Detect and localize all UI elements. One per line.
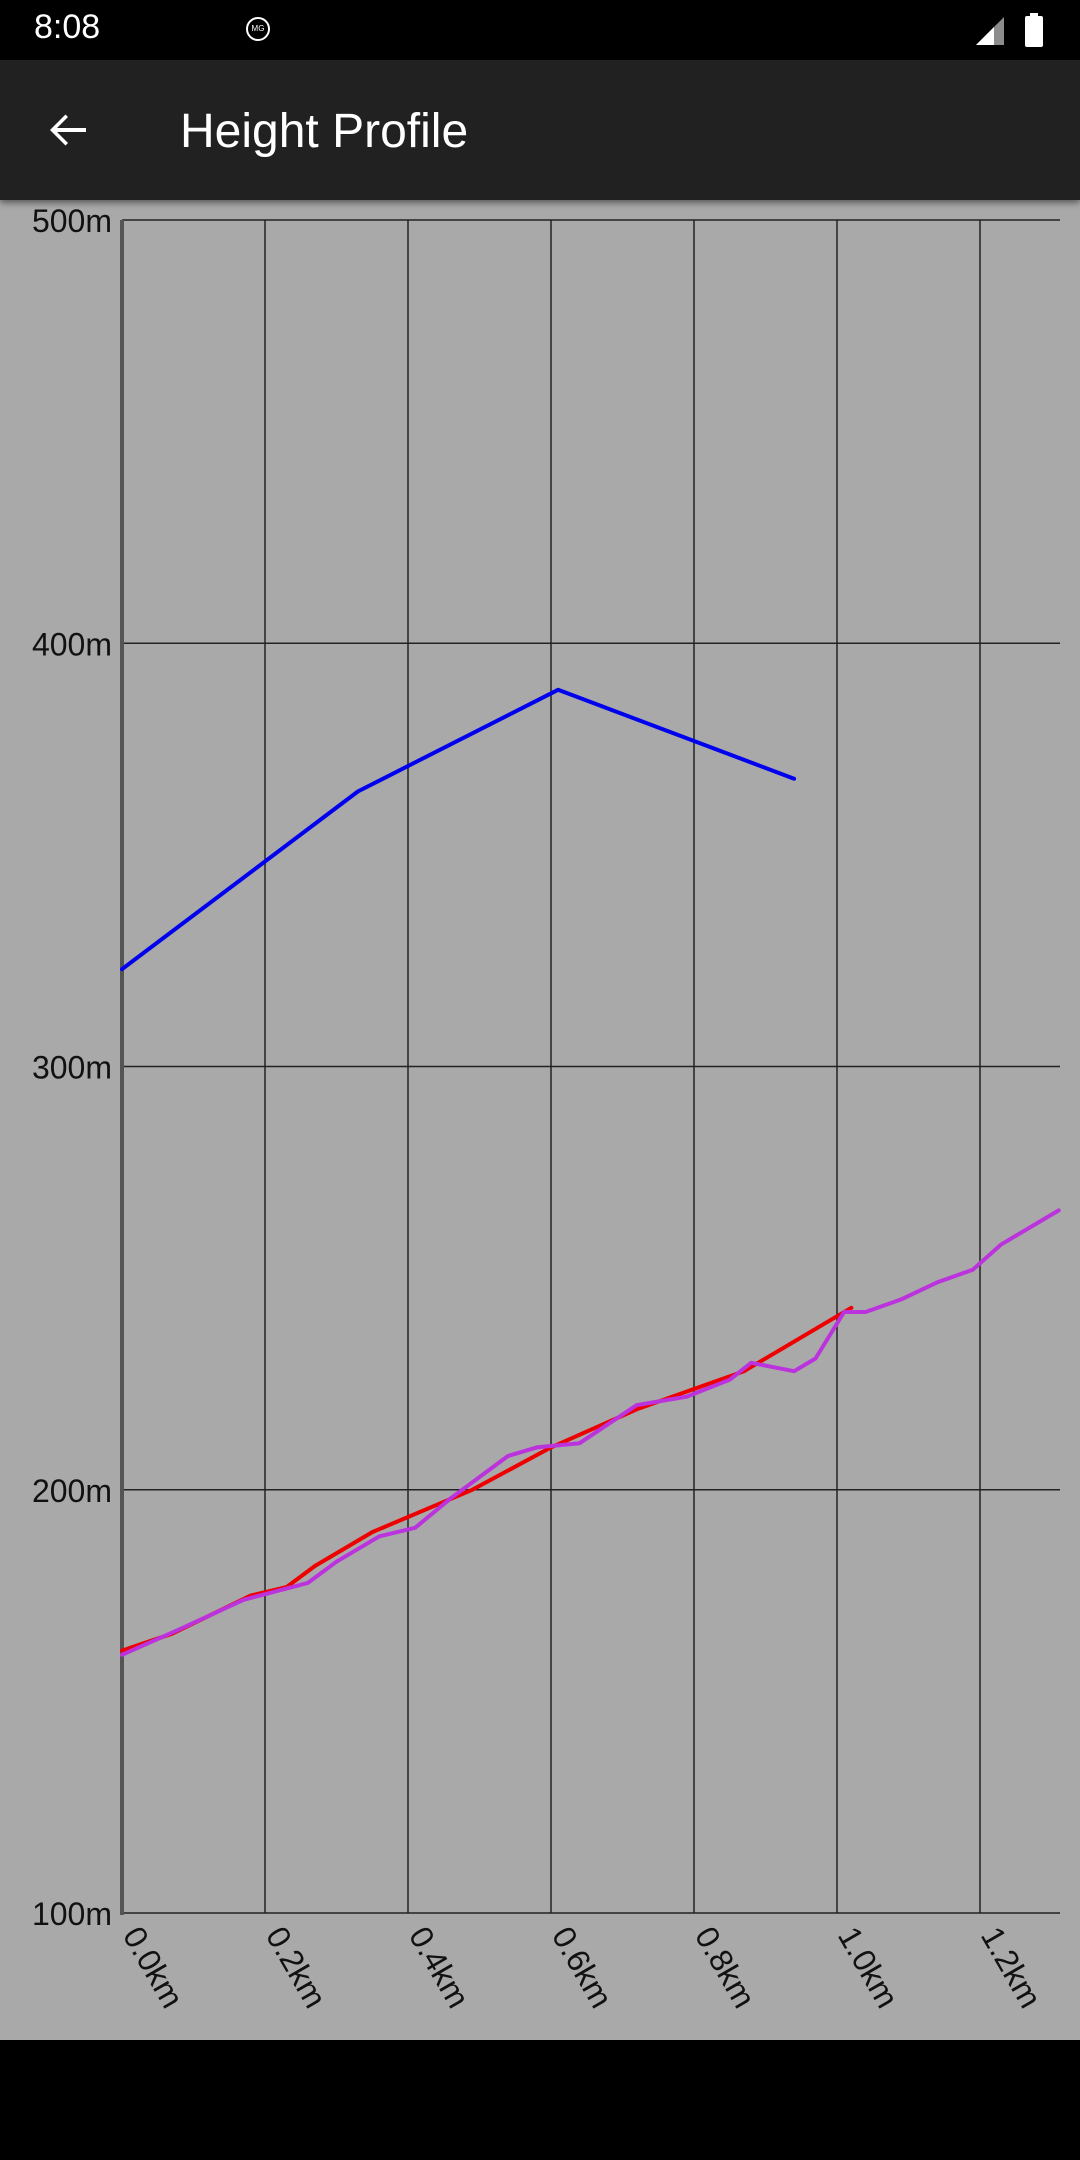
y-tick-label: 400m bbox=[32, 626, 112, 662]
data-point bbox=[685, 1394, 689, 1399]
arrow-back-icon bbox=[50, 114, 86, 146]
status-bar: 8:08 MG bbox=[0, 0, 1080, 60]
data-point bbox=[842, 1310, 846, 1314]
chart-svg: 100m 200m 300m 400m 500m 0.0km 0.2km 0.4km 0.6km… bbox=[32, 203, 1061, 2014]
data-point bbox=[370, 1530, 375, 1534]
series-line-3 bbox=[120, 1208, 1061, 1657]
data-point bbox=[863, 1310, 868, 1314]
notification-app-icon: MG bbox=[246, 17, 270, 41]
data-point bbox=[120, 1653, 124, 1657]
y-tick-label: 100m bbox=[32, 1896, 112, 1932]
data-point bbox=[534, 1445, 539, 1450]
data-point bbox=[813, 1356, 818, 1361]
app-bar: Height Profile bbox=[0, 60, 1080, 200]
data-point bbox=[999, 1242, 1004, 1247]
data-point bbox=[506, 1454, 510, 1458]
y-tick-label: 300m bbox=[32, 1050, 112, 1086]
data-point bbox=[749, 1360, 753, 1365]
data-point bbox=[241, 1597, 246, 1602]
data-point bbox=[120, 1648, 124, 1653]
data-point bbox=[413, 1526, 417, 1530]
data-point bbox=[334, 1559, 339, 1564]
data-point bbox=[727, 1377, 732, 1382]
data-point bbox=[377, 1534, 382, 1539]
x-tick-label: 0.4km bbox=[402, 1921, 477, 2014]
data-point bbox=[177, 1627, 181, 1632]
height-profile-chart: 100m 200m 300m 400m 500m 0.0km 0.2km 0.4km 0.6km… bbox=[0, 200, 1080, 2040]
y-tick-label: 500m bbox=[32, 203, 112, 239]
data-point bbox=[899, 1297, 904, 1302]
back-button[interactable] bbox=[28, 90, 108, 170]
navigation-bar bbox=[0, 2040, 1080, 2160]
data-point bbox=[306, 1581, 310, 1585]
data-point bbox=[849, 1305, 854, 1310]
data-point bbox=[556, 688, 560, 692]
data-point bbox=[313, 1564, 317, 1568]
data-point bbox=[449, 1496, 453, 1501]
x-tick-label: 0.2km bbox=[259, 1921, 334, 2014]
data-point bbox=[577, 1441, 582, 1445]
status-time: 8:08 bbox=[34, 8, 101, 46]
series-line-2 bbox=[120, 1305, 854, 1653]
data-point bbox=[792, 1369, 796, 1374]
x-tick-label: 1.0km bbox=[831, 1921, 906, 2014]
page-title: Height Profile bbox=[180, 105, 469, 158]
x-tick-label: 0.0km bbox=[116, 1921, 191, 2014]
data-point bbox=[971, 1267, 975, 1272]
x-tick-label: 1.2km bbox=[974, 1921, 1049, 2014]
signal-icon bbox=[976, 17, 1004, 45]
x-tick-label: 0.8km bbox=[688, 1921, 763, 2014]
battery-icon bbox=[1025, 13, 1043, 47]
data-point bbox=[120, 967, 124, 971]
series-line-1 bbox=[120, 687, 797, 972]
data-point bbox=[470, 1487, 475, 1492]
data-point bbox=[792, 776, 796, 781]
data-point bbox=[356, 789, 360, 794]
x-tick-label: 0.6km bbox=[545, 1921, 620, 2014]
data-point bbox=[935, 1280, 939, 1285]
data-point bbox=[1035, 1221, 1039, 1225]
data-point bbox=[635, 1403, 639, 1407]
data-point bbox=[1056, 1208, 1061, 1213]
data-point bbox=[635, 1407, 639, 1412]
y-tick-label: 200m bbox=[32, 1473, 112, 1509]
